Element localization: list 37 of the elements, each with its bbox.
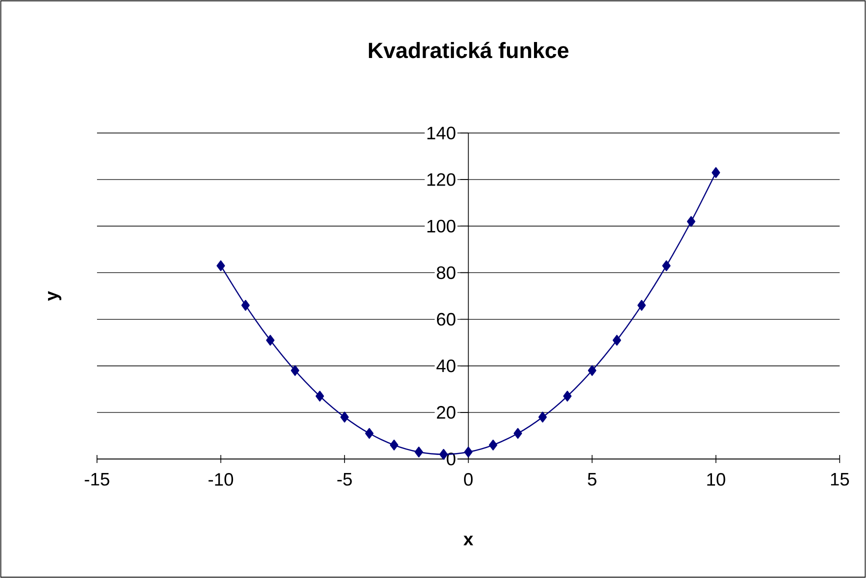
- point: [266, 334, 274, 346]
- x-axis-title: x: [463, 536, 474, 546]
- y-tick-label: 120: [427, 173, 456, 186]
- x-tick-label: -15: [84, 473, 110, 486]
- point: [538, 412, 547, 422]
- point: [662, 260, 671, 272]
- point: [514, 428, 522, 439]
- point: [414, 446, 424, 458]
- point: [488, 440, 498, 450]
- point: [588, 365, 596, 376]
- x-tick-label: -5: [337, 473, 352, 486]
- x-tick-label: -10: [208, 473, 234, 486]
- y-tick-label: 80: [436, 266, 456, 280]
- point: [316, 390, 324, 402]
- point: [365, 428, 374, 439]
- y-axis-title: y: [48, 291, 62, 301]
- y-tick-label: 60: [436, 312, 456, 326]
- x-tick-label: 10: [707, 473, 726, 486]
- point: [464, 446, 473, 458]
- point: [637, 300, 646, 311]
- point: [216, 260, 225, 272]
- point: [390, 440, 398, 450]
- x-tick-label: 0: [464, 473, 473, 486]
- point: [290, 365, 300, 376]
- point: [340, 412, 349, 422]
- y-tick-label: 140: [427, 126, 456, 140]
- point: [563, 390, 572, 402]
- x-tick-label: 15: [831, 473, 849, 486]
- chart-title: Kvadratická funkce: [368, 42, 568, 58]
- y-tick-label: 20: [436, 406, 456, 419]
- point: [612, 334, 622, 346]
- y-tick-label: 100: [427, 220, 456, 233]
- y-tick-label: 40: [436, 359, 456, 372]
- x-tick-label: 5: [588, 473, 596, 486]
- point: [241, 300, 250, 311]
- point: [712, 167, 720, 178]
- point: [686, 216, 696, 227]
